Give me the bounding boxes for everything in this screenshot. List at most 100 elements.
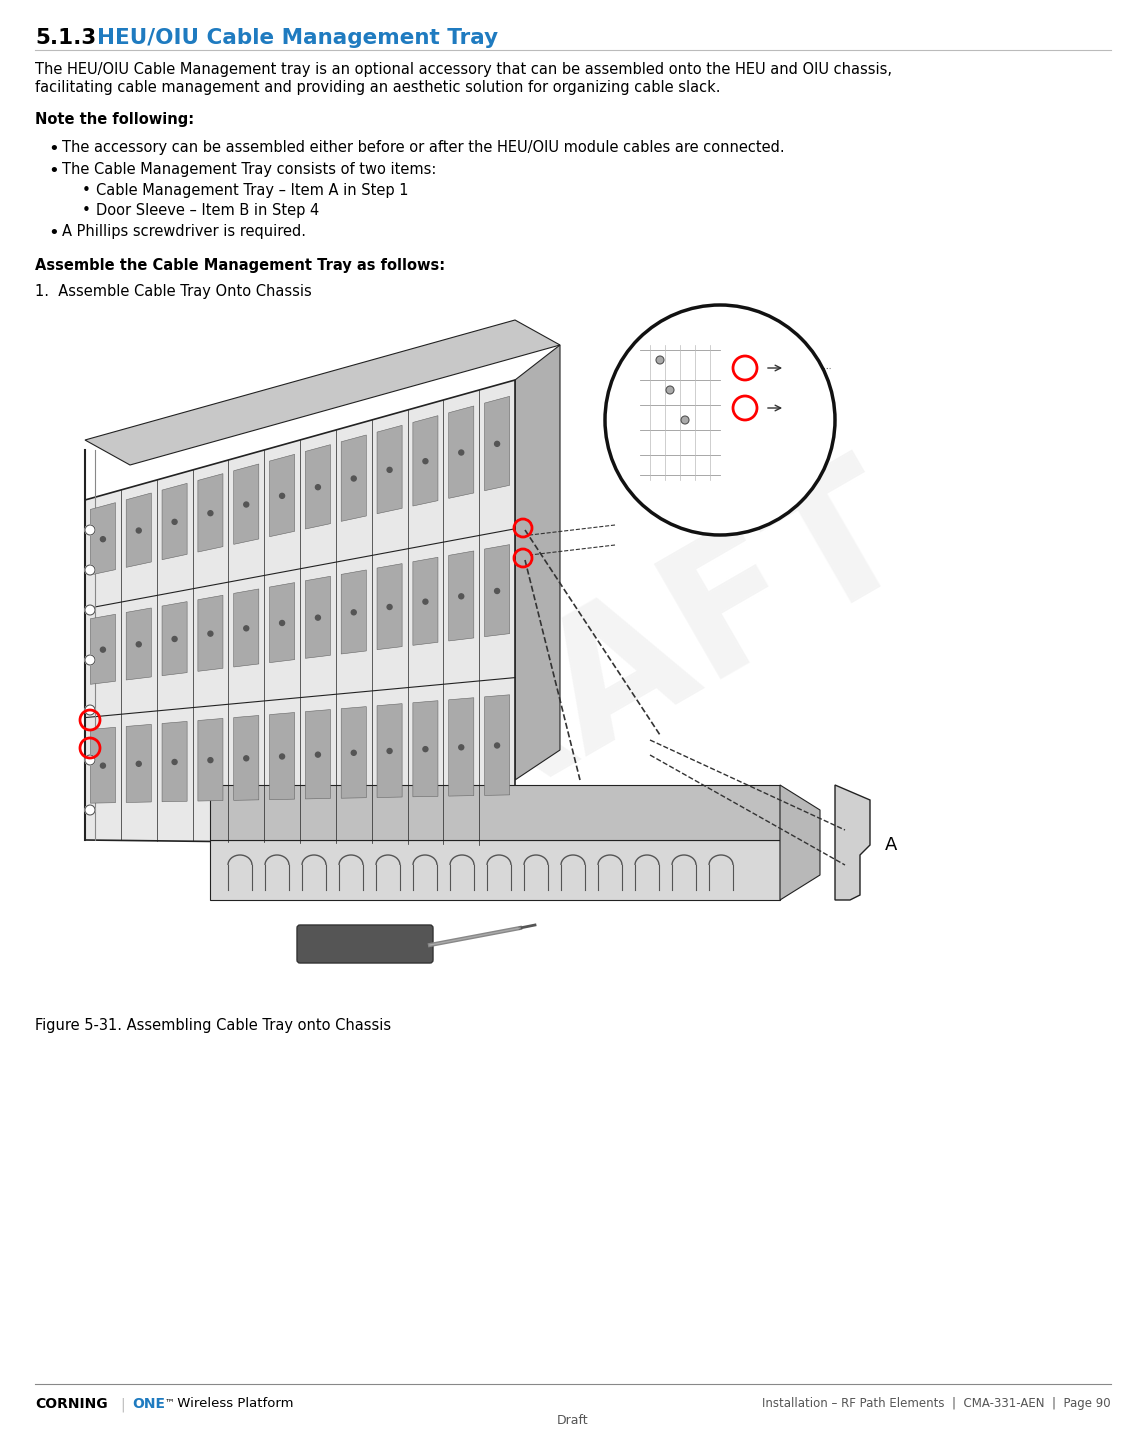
Circle shape — [244, 756, 249, 761]
Text: •: • — [48, 141, 58, 158]
Circle shape — [207, 757, 213, 763]
Polygon shape — [835, 784, 870, 901]
Text: Figure 5-31. Assembling Cable Tray onto Chassis: Figure 5-31. Assembling Cable Tray onto … — [36, 1018, 391, 1032]
Polygon shape — [413, 416, 438, 506]
Circle shape — [85, 565, 95, 575]
Text: Wireless Platform: Wireless Platform — [173, 1397, 293, 1410]
Text: •: • — [83, 184, 91, 198]
Polygon shape — [198, 473, 223, 552]
Text: facilitating cable management and providing an aesthetic solution for organizing: facilitating cable management and provid… — [36, 80, 721, 95]
Circle shape — [101, 763, 105, 769]
Circle shape — [495, 442, 500, 446]
Text: ™: ™ — [165, 1397, 174, 1407]
Text: A: A — [885, 836, 897, 855]
Circle shape — [244, 502, 249, 508]
Circle shape — [423, 599, 427, 604]
Circle shape — [136, 642, 141, 647]
Text: •: • — [48, 162, 58, 181]
Polygon shape — [377, 426, 402, 513]
Text: A Phillips screwdriver is required.: A Phillips screwdriver is required. — [62, 224, 306, 239]
Circle shape — [315, 615, 321, 619]
Circle shape — [352, 750, 356, 756]
Circle shape — [85, 525, 95, 535]
Polygon shape — [515, 346, 560, 780]
Circle shape — [207, 511, 213, 516]
Circle shape — [352, 476, 356, 480]
Circle shape — [136, 761, 141, 766]
Text: The HEU/OIU Cable Management tray is an optional accessory that can be assembled: The HEU/OIU Cable Management tray is an … — [36, 62, 892, 77]
Circle shape — [280, 621, 284, 625]
Circle shape — [315, 753, 321, 757]
Polygon shape — [126, 724, 151, 803]
Circle shape — [280, 754, 284, 759]
Circle shape — [85, 605, 95, 615]
Circle shape — [656, 356, 664, 364]
Polygon shape — [162, 721, 187, 802]
Circle shape — [136, 528, 141, 533]
Polygon shape — [162, 483, 187, 559]
Circle shape — [172, 519, 178, 525]
Polygon shape — [305, 445, 330, 529]
Circle shape — [207, 631, 213, 637]
Text: DRAFT: DRAFT — [264, 435, 936, 925]
Polygon shape — [162, 602, 187, 675]
Text: Note the following:: Note the following: — [36, 112, 194, 128]
Polygon shape — [342, 569, 367, 654]
Polygon shape — [377, 564, 402, 650]
Polygon shape — [413, 701, 438, 797]
Circle shape — [458, 594, 464, 599]
Polygon shape — [449, 551, 473, 641]
Text: Assemble the Cable Management Tray as follows:: Assemble the Cable Management Tray as fo… — [36, 258, 445, 272]
Circle shape — [387, 749, 392, 753]
Polygon shape — [485, 695, 510, 796]
Circle shape — [423, 459, 427, 463]
Polygon shape — [210, 784, 780, 840]
Circle shape — [85, 655, 95, 665]
Circle shape — [681, 416, 689, 424]
Polygon shape — [269, 713, 295, 800]
Circle shape — [605, 305, 835, 535]
Polygon shape — [91, 727, 116, 803]
Polygon shape — [413, 558, 438, 645]
Circle shape — [101, 536, 105, 542]
Circle shape — [352, 609, 356, 615]
Circle shape — [172, 760, 178, 764]
Circle shape — [315, 485, 321, 489]
Text: •: • — [48, 224, 58, 242]
Polygon shape — [91, 614, 116, 684]
Polygon shape — [126, 608, 151, 680]
Polygon shape — [485, 545, 510, 637]
Polygon shape — [342, 435, 367, 522]
Text: Door Sleeve – Item B in Step 4: Door Sleeve – Item B in Step 4 — [96, 204, 320, 218]
Circle shape — [495, 743, 500, 749]
Circle shape — [85, 754, 95, 764]
Polygon shape — [126, 493, 151, 568]
Polygon shape — [342, 707, 367, 799]
Text: CORNING: CORNING — [36, 1397, 108, 1411]
Circle shape — [244, 625, 249, 631]
Circle shape — [495, 588, 500, 594]
Circle shape — [85, 804, 95, 815]
Circle shape — [387, 605, 392, 609]
Polygon shape — [780, 784, 821, 901]
Polygon shape — [85, 380, 515, 845]
Text: Draft: Draft — [557, 1414, 589, 1427]
Circle shape — [458, 744, 464, 750]
Circle shape — [666, 386, 674, 394]
Polygon shape — [449, 698, 473, 796]
Text: The Cable Management Tray consists of two items:: The Cable Management Tray consists of tw… — [62, 162, 437, 176]
FancyBboxPatch shape — [297, 925, 433, 964]
Polygon shape — [85, 320, 560, 465]
Circle shape — [458, 450, 464, 455]
Polygon shape — [449, 406, 473, 499]
Polygon shape — [305, 710, 330, 799]
Circle shape — [101, 647, 105, 652]
Text: 1.  Assemble Cable Tray Onto Chassis: 1. Assemble Cable Tray Onto Chassis — [36, 284, 312, 300]
Polygon shape — [234, 589, 259, 667]
Polygon shape — [305, 576, 330, 658]
Text: ONE: ONE — [132, 1397, 165, 1411]
Text: The accessory can be assembled either before or after the HEU/OIU module cables : The accessory can be assembled either be… — [62, 141, 785, 155]
Circle shape — [423, 747, 427, 751]
Polygon shape — [234, 465, 259, 545]
Polygon shape — [377, 704, 402, 797]
